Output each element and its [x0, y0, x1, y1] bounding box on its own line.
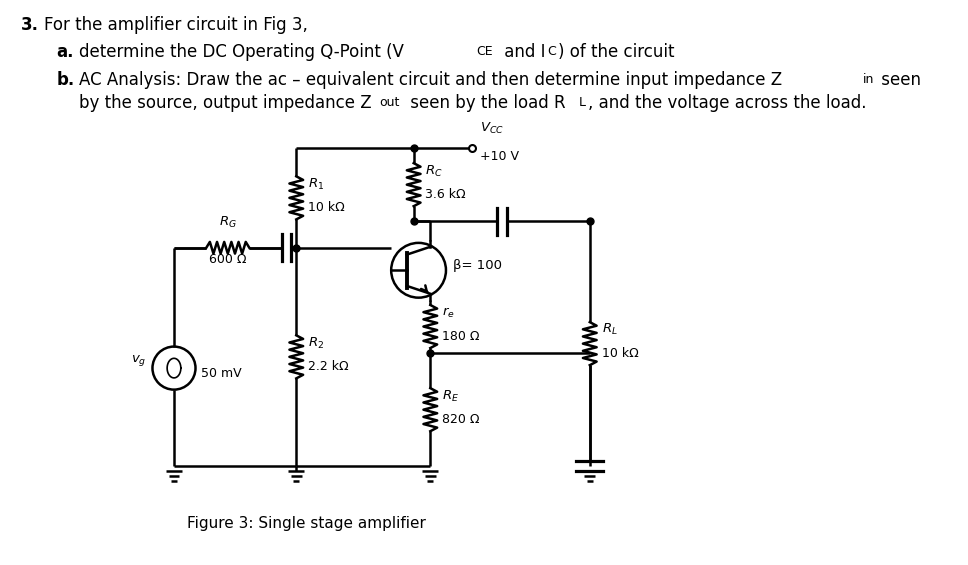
- Text: C: C: [548, 45, 557, 58]
- Text: 2.2 kΩ: 2.2 kΩ: [308, 360, 348, 373]
- Text: 180 Ω: 180 Ω: [442, 330, 479, 343]
- Text: $v_g$: $v_g$: [132, 353, 146, 368]
- Text: For the amplifier circuit in Fig 3,: For the amplifier circuit in Fig 3,: [44, 16, 308, 34]
- Text: , and the voltage across the load.: , and the voltage across the load.: [588, 94, 866, 112]
- Text: L: L: [579, 96, 586, 109]
- Text: 820 Ω: 820 Ω: [442, 413, 479, 426]
- Text: in: in: [862, 73, 874, 86]
- Text: Figure 3: Single stage amplifier: Figure 3: Single stage amplifier: [187, 516, 426, 532]
- Text: a.: a.: [56, 44, 75, 61]
- Text: 3.6 kΩ: 3.6 kΩ: [425, 188, 466, 201]
- Text: β= 100: β= 100: [453, 259, 501, 272]
- Text: AC Analysis: Draw the ac – equivalent circuit and then determine input impedance: AC Analysis: Draw the ac – equivalent ci…: [79, 71, 782, 89]
- Text: by the source, output impedance Z: by the source, output impedance Z: [79, 94, 372, 112]
- Text: $R_2$: $R_2$: [308, 336, 324, 351]
- Text: 3.: 3.: [20, 16, 39, 34]
- Text: $r_e$: $r_e$: [442, 306, 455, 320]
- Text: and I: and I: [499, 44, 545, 61]
- Text: determine the DC Operating Q-Point (V: determine the DC Operating Q-Point (V: [79, 44, 404, 61]
- Text: $R_1$: $R_1$: [308, 177, 324, 192]
- Text: seen by the load R: seen by the load R: [405, 94, 565, 112]
- Text: 10 kΩ: 10 kΩ: [601, 347, 638, 360]
- Text: seen: seen: [876, 71, 922, 89]
- Text: $V_{CC}$: $V_{CC}$: [480, 121, 504, 136]
- Text: CE: CE: [476, 45, 493, 58]
- Text: 600 Ω: 600 Ω: [209, 253, 247, 266]
- Text: $R_L$: $R_L$: [601, 323, 618, 337]
- Text: ) of the circuit: ) of the circuit: [559, 44, 675, 61]
- Text: b.: b.: [56, 71, 75, 89]
- Text: out: out: [379, 96, 400, 109]
- Text: +10 V: +10 V: [480, 150, 519, 163]
- Text: $R_C$: $R_C$: [425, 163, 443, 179]
- Text: 10 kΩ: 10 kΩ: [308, 201, 345, 214]
- Text: $R_G$: $R_G$: [219, 215, 237, 230]
- Text: 50 mV: 50 mV: [201, 367, 242, 380]
- Text: $R_E$: $R_E$: [442, 389, 459, 403]
